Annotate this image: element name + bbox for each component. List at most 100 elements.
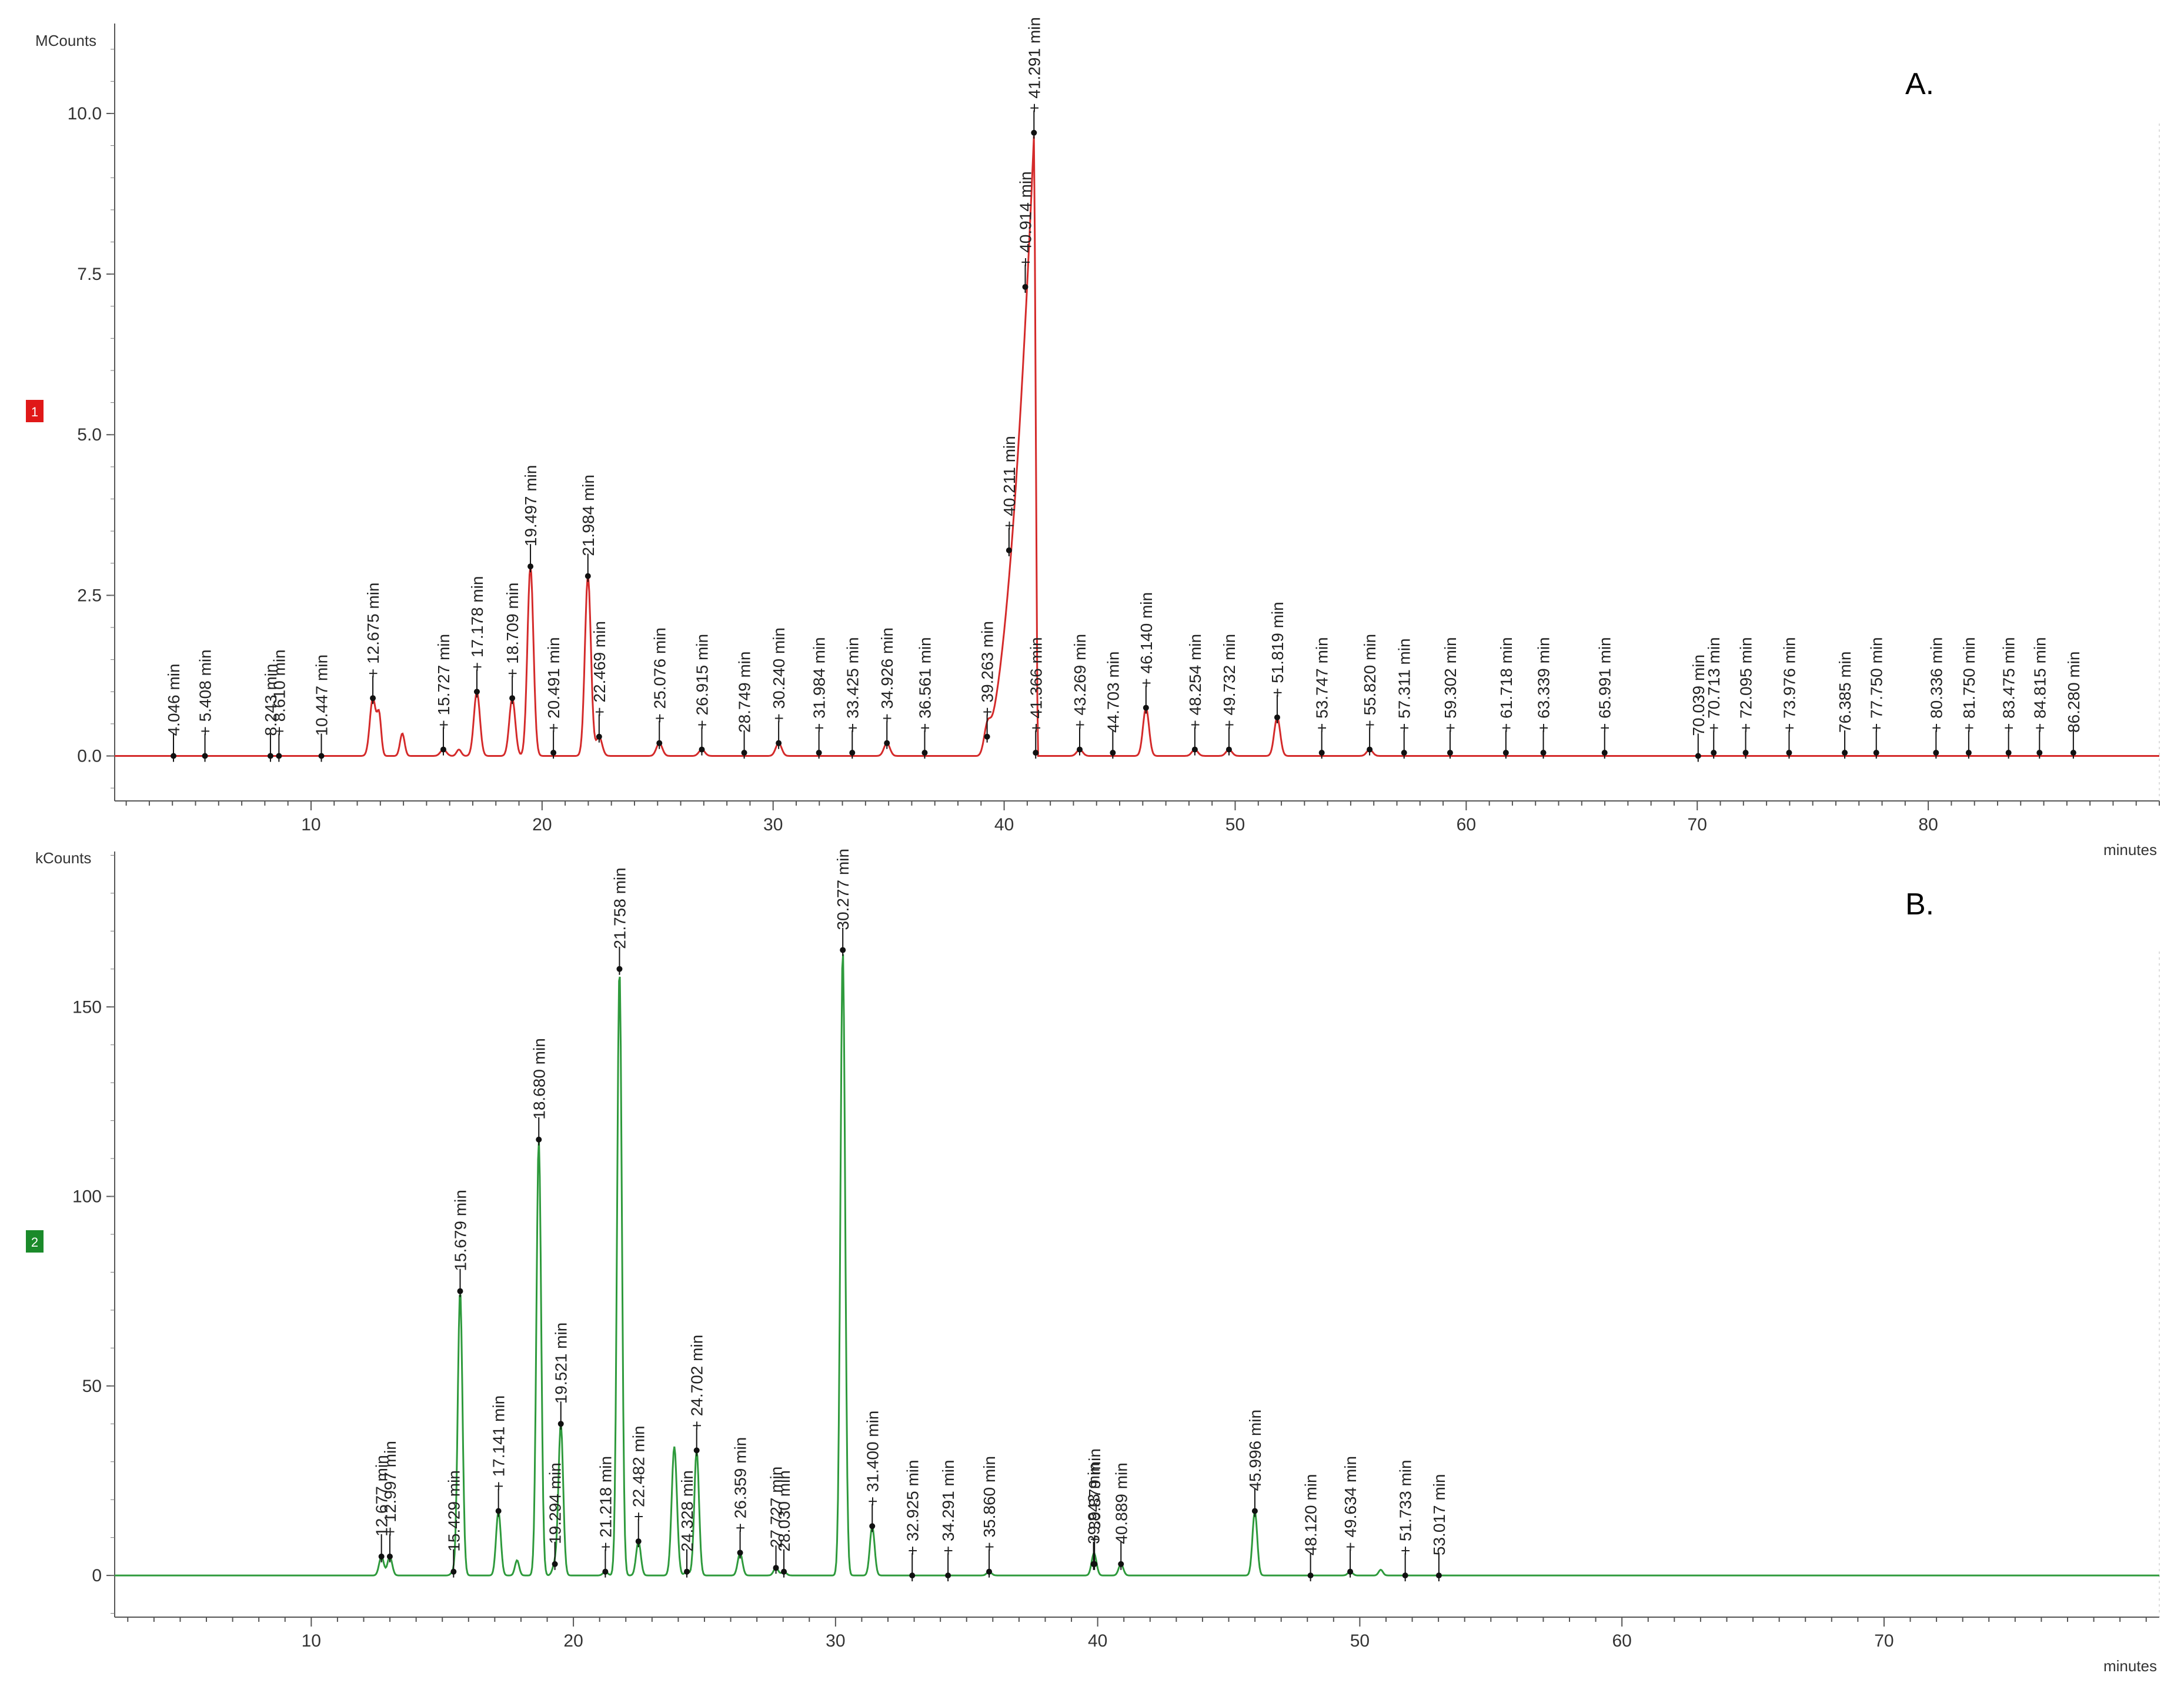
- peak-label: + 53.747 min: [1313, 637, 1331, 733]
- peak-dot: [378, 1553, 385, 1560]
- peak-label: + 24.702 min: [688, 1335, 706, 1431]
- peak-label: + 40.914 min: [1017, 171, 1035, 267]
- x-tick-label: 60: [1612, 1631, 1631, 1651]
- peak-label: + 21.218 min: [596, 1456, 615, 1552]
- x-tick-label: 50: [1225, 815, 1245, 834]
- peak-label: + 55.820 min: [1361, 634, 1379, 730]
- trace-badge-label: 1: [31, 405, 38, 419]
- peak-label: + 34.926 min: [878, 627, 896, 723]
- peak-label: + 31.400 min: [863, 1411, 881, 1507]
- x-tick-label: 30: [763, 815, 783, 834]
- peak-dot: [1091, 1561, 1098, 1567]
- peak-label: 24.328 min: [678, 1470, 696, 1552]
- peak-dot: [2036, 750, 2043, 756]
- peak-label: + 5.408 min: [196, 649, 215, 736]
- peak-dot: [776, 740, 782, 746]
- chromatogram-trace: [115, 136, 2159, 757]
- peak-label: 45.996 min: [1246, 1410, 1264, 1491]
- peak-dot: [370, 695, 376, 702]
- x-tick-label: 10: [301, 815, 320, 834]
- peak-label: + 73.976 min: [1780, 637, 1798, 733]
- peak-dot: [509, 695, 516, 702]
- x-unit-label: minutes: [2103, 1657, 2157, 1675]
- peak-dot: [1367, 746, 1373, 753]
- peak-dot: [1118, 1561, 1124, 1567]
- peak-dot: [945, 1572, 951, 1579]
- peak-label: + 81.750 min: [1960, 637, 1978, 733]
- peak-dot: [202, 753, 208, 759]
- peak-label: + 22.482 min: [630, 1425, 648, 1521]
- panel-label: B.: [1905, 887, 1934, 921]
- peak-dot: [986, 1568, 993, 1575]
- peak-dot: [602, 1568, 609, 1575]
- peak-label: + 15.727 min: [435, 634, 453, 730]
- peak-dot: [781, 1568, 787, 1575]
- peak-label: + 84.815 min: [2031, 637, 2049, 733]
- trace-badge-label: 2: [31, 1235, 38, 1250]
- peak-label: + 26.359 min: [732, 1437, 750, 1533]
- peak-dot: [1435, 1572, 1442, 1579]
- peak-label: + 12.997 min: [381, 1441, 399, 1537]
- peak-dot: [616, 966, 623, 972]
- peak-dot: [656, 740, 663, 746]
- x-tick-label: 70: [1688, 815, 1707, 834]
- peak-dot: [1110, 750, 1116, 756]
- peak-label: 10.447 min: [313, 655, 331, 736]
- peak-dot: [1274, 714, 1280, 720]
- peak-dot: [1006, 547, 1012, 553]
- peak-dot: [1401, 750, 1407, 756]
- y-tick-label: 50: [82, 1377, 102, 1396]
- peak-dot: [699, 746, 705, 753]
- peak-dot: [527, 563, 534, 570]
- peak-label: 21.984 min: [579, 475, 597, 556]
- y-unit-label: MCounts: [35, 32, 96, 49]
- peak-dot: [1225, 746, 1232, 753]
- peak-dot: [1251, 1508, 1258, 1514]
- peak-label: + 70.713 min: [1705, 637, 1723, 733]
- peak-label: 12.677 min: [373, 1455, 391, 1537]
- y-tick-label: 150: [72, 997, 102, 1017]
- x-tick-label: 40: [994, 815, 1014, 834]
- peak-dot: [596, 733, 602, 740]
- peak-label: 4.046 min: [165, 664, 183, 736]
- peak-dot: [440, 746, 446, 753]
- y-tick-label: 0.0: [77, 747, 102, 766]
- x-tick-label: 20: [563, 1631, 583, 1651]
- peak-label: + 41.366 min: [1027, 637, 1045, 733]
- peak-dot: [684, 1568, 690, 1575]
- peak-dot: [693, 1447, 700, 1454]
- peak-dot: [1143, 704, 1149, 711]
- peak-dot: [909, 1572, 916, 1579]
- peak-label: 70.039 min: [1689, 655, 1708, 736]
- y-tick-label: 100: [72, 1187, 102, 1207]
- peak-label: + 32.925 min: [903, 1460, 921, 1555]
- peak-label: 19.497 min: [522, 465, 540, 547]
- peak-label: 15.679 min: [451, 1190, 469, 1271]
- x-tick-label: 30: [826, 1631, 845, 1651]
- peak-label: 40.889 min: [1112, 1462, 1130, 1544]
- trace-badge: [26, 1230, 44, 1253]
- peak-label: + 46.140 min: [1137, 592, 1156, 688]
- peak-dot: [1842, 750, 1848, 756]
- peak-label: 44.703 min: [1104, 652, 1122, 733]
- peak-dot: [869, 1523, 876, 1530]
- peak-label: + 31.984 min: [810, 637, 829, 733]
- peak-dot: [1742, 750, 1749, 756]
- peak-label: + 48.254 min: [1186, 634, 1204, 730]
- peak-dot: [552, 1561, 558, 1567]
- peak-label: + 26.915 min: [693, 634, 712, 730]
- x-unit-label: minutes: [2103, 841, 2157, 859]
- peak-label: 19.521 min: [552, 1323, 570, 1404]
- peak-dot: [457, 1288, 463, 1294]
- peak-dot: [1873, 750, 1879, 756]
- peak-dot: [737, 1550, 743, 1556]
- peak-dot: [536, 1136, 542, 1143]
- peak-label: 53.017 min: [1430, 1474, 1448, 1556]
- peak-label: + 49.732 min: [1220, 634, 1238, 730]
- peak-dot: [267, 753, 273, 759]
- peak-dot: [1711, 750, 1717, 756]
- peak-dot: [1933, 750, 1939, 756]
- peak-dot: [585, 573, 591, 579]
- peak-label: + 18.709 min: [503, 583, 522, 679]
